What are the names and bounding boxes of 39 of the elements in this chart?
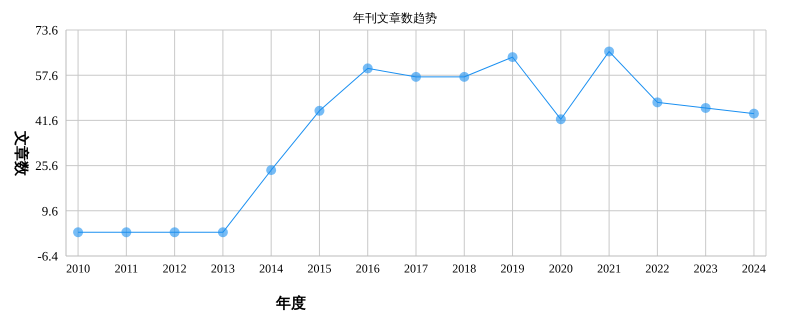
point (748, 108, 759, 119)
x-tick-label: 2016 (356, 262, 380, 276)
point (459, 72, 470, 82)
x-tick-label: 2022 (645, 262, 670, 276)
x-tick-label: 2024 (742, 262, 766, 276)
y-tick-label: 73.6 (35, 22, 58, 38)
point (604, 46, 614, 56)
x-tick-label: 2020 (548, 262, 573, 276)
x-tick-label: 2018 (452, 262, 476, 276)
point (314, 106, 324, 116)
x-tick-label: 2015 (307, 262, 332, 276)
point (508, 52, 518, 62)
x-tick-label: 2014 (259, 262, 284, 276)
point (73, 227, 84, 238)
x-tick-label: 2019 (500, 262, 525, 276)
x-tick-label: 2011 (114, 262, 138, 276)
y-tick-label: 41.6 (35, 113, 58, 128)
x-tick-label: 2021 (597, 262, 622, 276)
point (411, 72, 421, 82)
y-tick-label: 25.6 (35, 158, 58, 174)
x-axis-title: 年度 (276, 294, 306, 313)
point (362, 63, 373, 74)
point (556, 114, 566, 124)
point (121, 227, 132, 238)
x-tick-label: 2012 (162, 262, 187, 276)
point (652, 97, 662, 108)
x-tick-label: 2010 (66, 262, 90, 276)
y-tick-label: -6.4 (37, 248, 58, 264)
point (266, 165, 276, 176)
point (218, 227, 228, 238)
point (170, 227, 180, 238)
point (700, 102, 711, 113)
y-axis-title: 文章数 (12, 130, 30, 178)
y-tick-label: 9.6 (42, 203, 58, 218)
y-tick-label: 57.6 (35, 68, 58, 83)
chart-title: 年刊文章数趋势 (353, 11, 437, 25)
x-tick-label: 2017 (404, 262, 428, 276)
x-tick-label: 2013 (210, 262, 235, 276)
x-tick-label: 2023 (694, 262, 718, 276)
